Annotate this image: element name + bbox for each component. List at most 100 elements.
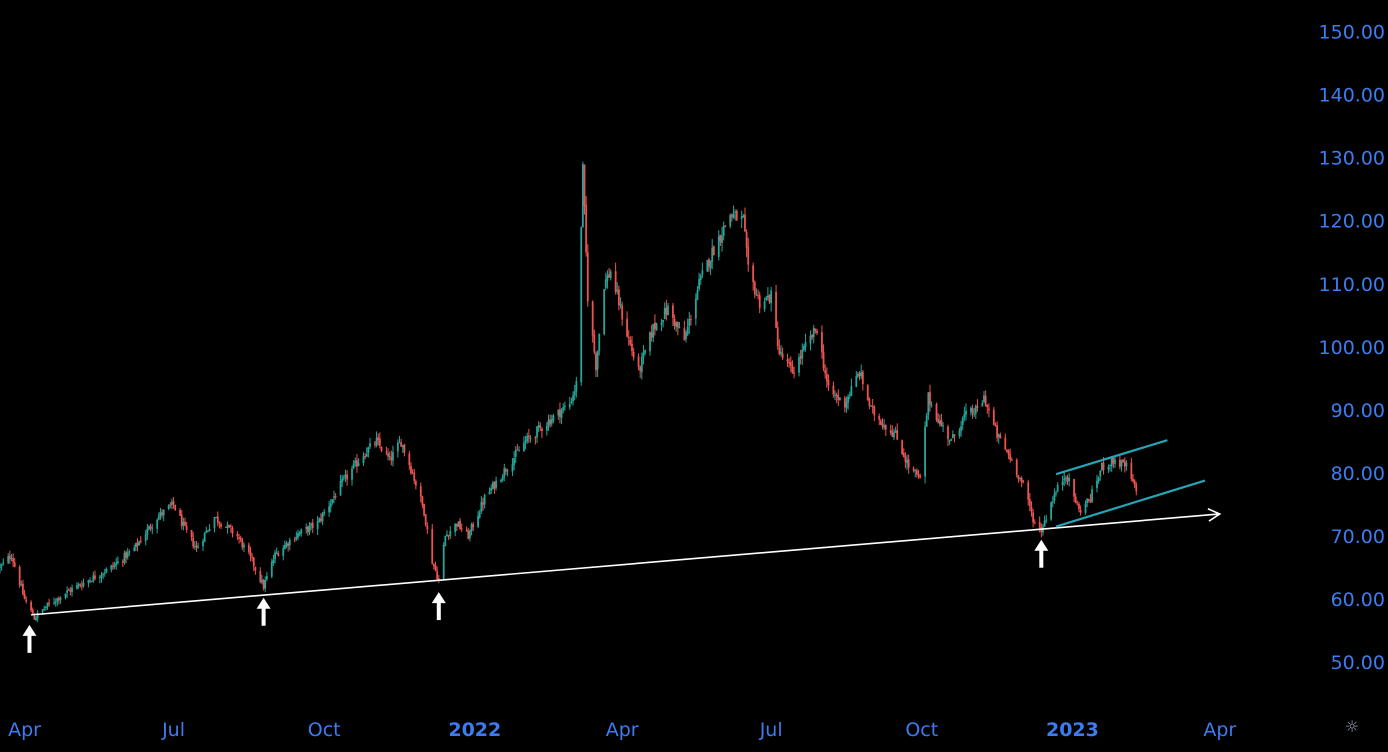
candle bbox=[1064, 475, 1067, 485]
candle bbox=[780, 344, 782, 357]
candle bbox=[503, 463, 506, 482]
candle bbox=[549, 414, 552, 428]
candle bbox=[596, 350, 599, 377]
candle bbox=[960, 420, 962, 438]
candle bbox=[927, 391, 930, 420]
candle bbox=[98, 575, 101, 584]
up-arrow-icon[interactable] bbox=[1034, 539, 1049, 568]
candle bbox=[151, 523, 154, 535]
candle bbox=[575, 376, 578, 398]
candle bbox=[193, 541, 196, 550]
candle bbox=[595, 351, 597, 378]
candle bbox=[159, 507, 162, 520]
candle bbox=[161, 509, 163, 519]
up-arrow-icon[interactable] bbox=[431, 592, 446, 621]
candle bbox=[103, 568, 106, 577]
candle bbox=[272, 554, 275, 566]
candle bbox=[861, 369, 864, 391]
candle bbox=[403, 443, 406, 457]
candle bbox=[1055, 490, 1057, 497]
candle bbox=[891, 425, 894, 438]
candle bbox=[274, 549, 276, 564]
candle bbox=[839, 397, 841, 401]
candle bbox=[8, 550, 11, 564]
candle bbox=[162, 509, 165, 522]
candle bbox=[1017, 475, 1020, 483]
candle bbox=[174, 504, 177, 512]
candle bbox=[375, 431, 378, 448]
candle bbox=[115, 557, 118, 570]
candle bbox=[1009, 448, 1012, 463]
candle bbox=[735, 209, 738, 221]
candle bbox=[128, 549, 131, 556]
candle bbox=[468, 529, 471, 542]
candle bbox=[753, 280, 756, 299]
candle bbox=[148, 525, 150, 530]
candle bbox=[929, 384, 931, 412]
time-axis[interactable]: Apr Jul Oct 2022 Apr Jul Oct 2023 Apr bbox=[8, 719, 1236, 741]
candle bbox=[788, 358, 791, 368]
candle bbox=[721, 226, 723, 252]
candle bbox=[631, 335, 633, 356]
candle bbox=[449, 526, 452, 540]
candle bbox=[215, 516, 218, 519]
price-tick-label: 80.00 bbox=[1331, 463, 1385, 485]
candle bbox=[621, 301, 624, 326]
candle bbox=[843, 395, 846, 413]
candle bbox=[1027, 479, 1030, 506]
candle bbox=[606, 270, 609, 289]
candle bbox=[225, 526, 227, 528]
trendline-channel-upper[interactable] bbox=[1055, 439, 1168, 476]
candle bbox=[285, 541, 288, 549]
candle bbox=[734, 209, 737, 221]
price-axis[interactable]: 150.00 140.00 130.00 120.00 110.00 100.00 90.0… bbox=[1319, 22, 1385, 675]
candle bbox=[13, 557, 16, 568]
price-tick-label: 140.00 bbox=[1319, 85, 1385, 107]
candle bbox=[48, 598, 51, 607]
candle bbox=[812, 324, 815, 344]
candle bbox=[974, 404, 977, 419]
gear-icon[interactable]: ☼ bbox=[1344, 717, 1360, 736]
candle bbox=[197, 542, 200, 549]
candle bbox=[893, 428, 895, 441]
trendline-support[interactable] bbox=[31, 513, 1220, 616]
candle bbox=[362, 452, 365, 466]
candle bbox=[185, 521, 188, 533]
candle bbox=[652, 323, 655, 343]
candle bbox=[924, 421, 926, 484]
candle bbox=[156, 518, 159, 534]
candle bbox=[398, 435, 401, 444]
candle bbox=[202, 538, 204, 552]
candle bbox=[295, 531, 298, 541]
candle bbox=[1079, 505, 1082, 516]
candle bbox=[216, 511, 219, 527]
candle bbox=[627, 330, 630, 346]
candle bbox=[660, 319, 663, 332]
candle bbox=[883, 419, 886, 431]
candle bbox=[457, 521, 460, 527]
time-tick-label: Apr bbox=[606, 719, 639, 741]
candle bbox=[586, 244, 589, 307]
up-arrow-icon[interactable] bbox=[22, 624, 37, 653]
candle bbox=[740, 210, 743, 228]
candle bbox=[490, 484, 493, 494]
candle bbox=[581, 161, 584, 228]
candle bbox=[632, 347, 635, 361]
candle bbox=[971, 404, 974, 419]
candle bbox=[858, 371, 861, 381]
candle bbox=[676, 321, 679, 336]
candle bbox=[992, 407, 995, 426]
candle bbox=[1109, 464, 1111, 472]
candle bbox=[1135, 481, 1138, 496]
candle bbox=[639, 365, 642, 378]
trendline-channel-lower[interactable] bbox=[1055, 479, 1206, 528]
candle bbox=[112, 561, 114, 570]
candle bbox=[172, 497, 175, 509]
candle bbox=[1078, 501, 1080, 513]
candle bbox=[491, 480, 494, 490]
candle bbox=[179, 508, 182, 516]
candle bbox=[757, 289, 759, 300]
up-arrow-icon[interactable] bbox=[256, 597, 271, 626]
candle bbox=[580, 226, 583, 386]
